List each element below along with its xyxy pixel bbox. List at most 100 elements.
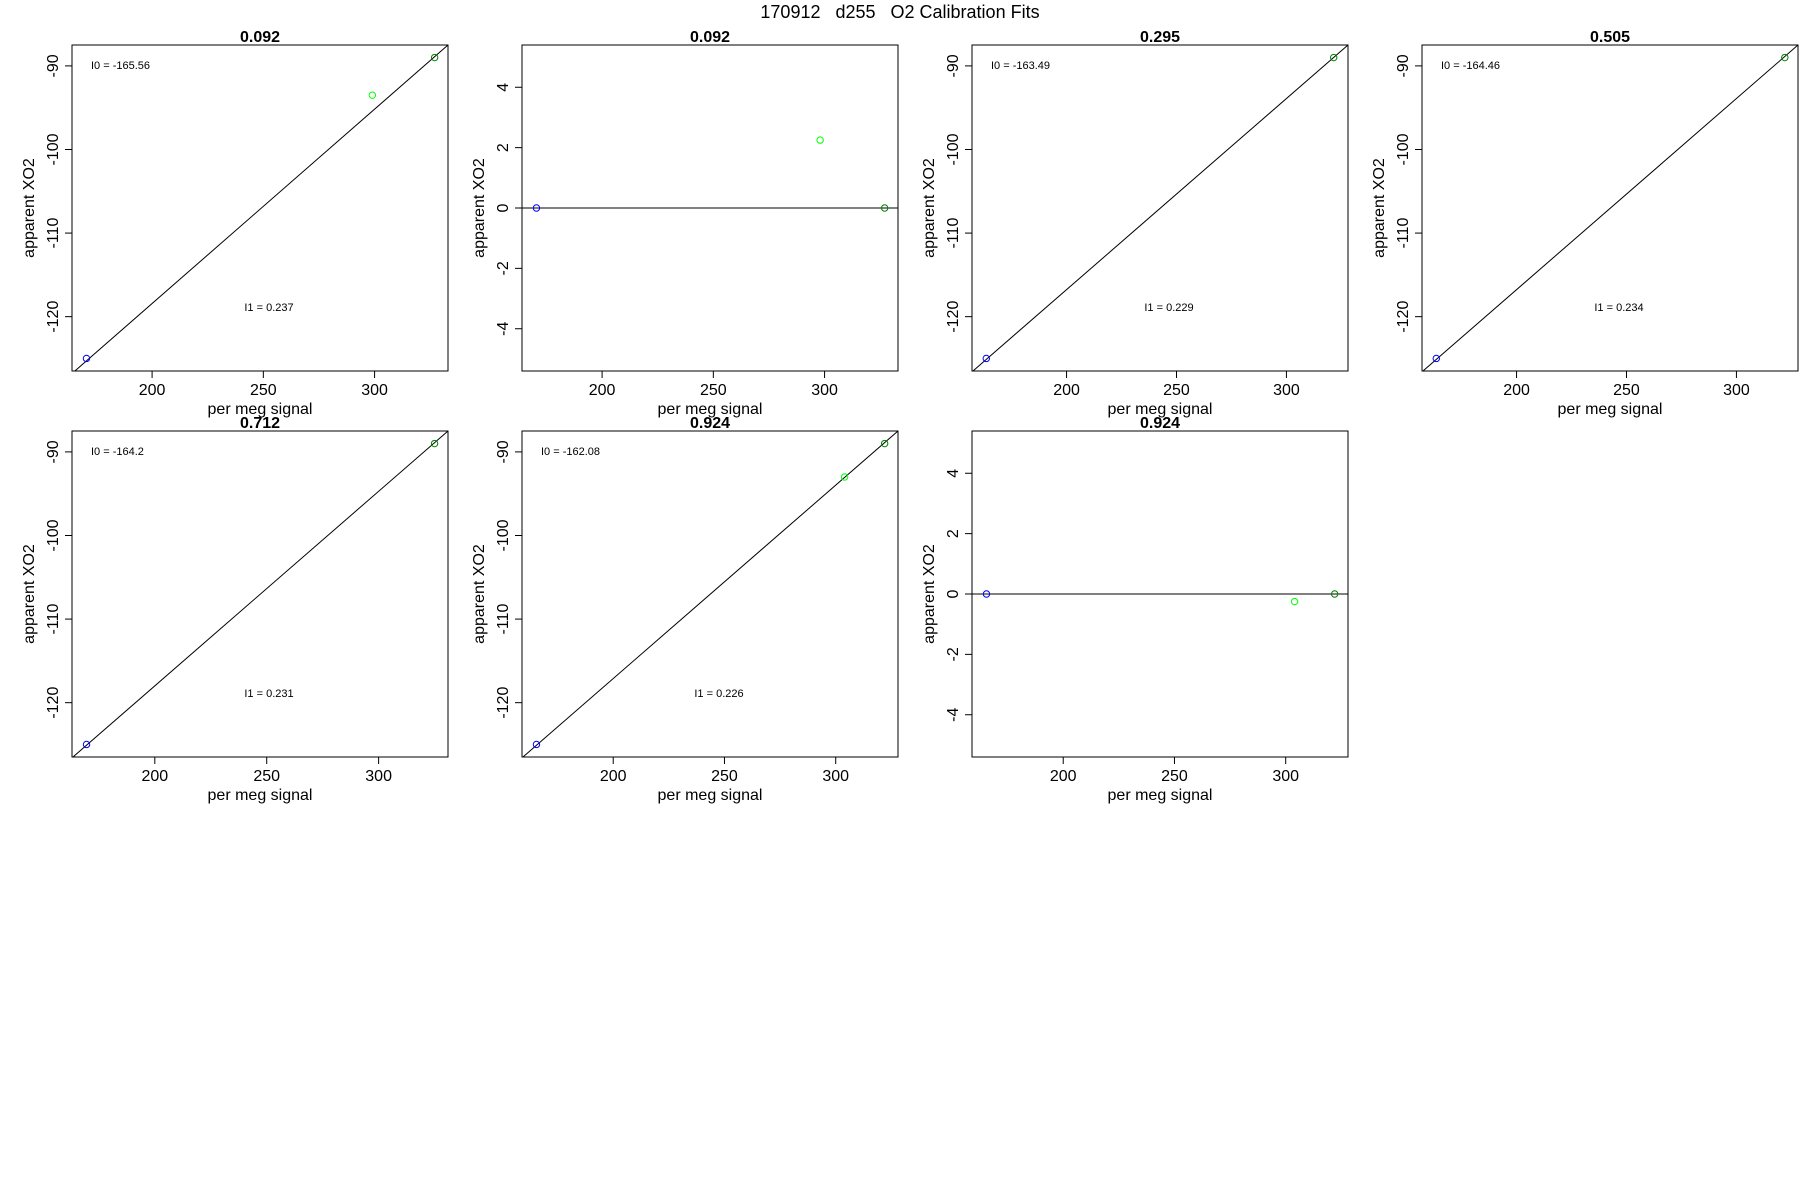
x-tick-label: 200 <box>600 768 627 785</box>
y-tick-label: 0 <box>495 203 512 212</box>
data-point <box>1781 53 1789 62</box>
x-axis-label: per meg signal <box>658 787 763 804</box>
data-point <box>430 439 439 448</box>
x-tick-label: 300 <box>822 768 849 785</box>
data-point <box>1330 53 1338 62</box>
data-point <box>1290 597 1299 606</box>
y-tick-label: -120 <box>495 687 512 719</box>
x-tick-label: 300 <box>1723 382 1750 399</box>
y-axis-label: apparent XO2 <box>1371 158 1388 258</box>
fit-line <box>74 44 449 372</box>
slope-label: I1 = 0.229 <box>1144 302 1193 314</box>
x-tick-label: 200 <box>141 768 168 785</box>
y-axis-label: apparent XO2 <box>21 158 38 258</box>
y-tick-label: -4 <box>945 708 962 722</box>
y-tick-label: -100 <box>45 133 62 165</box>
x-tick-label: 200 <box>139 382 166 399</box>
intercept-label: I0 = -162.08 <box>541 446 600 458</box>
slope-label: I1 = 0.231 <box>244 688 293 700</box>
y-tick-label: -100 <box>1395 133 1412 165</box>
y-tick-label: -110 <box>45 218 62 249</box>
plot-frame <box>71 430 449 758</box>
x-tick-label: 300 <box>1272 768 1299 785</box>
plot-title: 0.505 <box>1590 29 1630 46</box>
data-point <box>982 354 990 363</box>
x-tick-label: 200 <box>589 382 616 399</box>
plot-frame <box>1421 44 1799 372</box>
x-tick-label: 200 <box>1050 768 1077 785</box>
plot-frame <box>971 44 1349 372</box>
x-axis-label: per meg signal <box>1558 401 1663 418</box>
x-tick-label: 250 <box>711 768 738 785</box>
data-point <box>430 53 439 62</box>
y-tick-label: -2 <box>945 647 962 661</box>
fit-line <box>72 430 449 758</box>
data-point <box>532 740 541 749</box>
y-tick-label: -90 <box>945 54 962 77</box>
intercept-label: I0 = -164.46 <box>1441 60 1500 72</box>
y-axis-label: apparent XO2 <box>921 158 938 258</box>
x-tick-label: 200 <box>1053 382 1080 399</box>
data-point <box>368 91 377 99</box>
fit-line <box>972 44 1349 372</box>
y-axis-label: apparent XO2 <box>921 544 938 644</box>
y-tick-label: -110 <box>1395 218 1412 249</box>
intercept-label: I0 = -163.49 <box>991 60 1050 72</box>
x-axis-label: per meg signal <box>208 787 313 804</box>
x-axis-label: per meg signal <box>1108 787 1213 804</box>
x-tick-label: 250 <box>1163 382 1190 399</box>
y-tick-label: -90 <box>495 440 512 463</box>
plot-title: 0.924 <box>690 415 730 432</box>
plot-title: 0.712 <box>240 415 280 432</box>
x-tick-label: 300 <box>365 768 392 785</box>
y-tick-label: -90 <box>45 440 62 463</box>
intercept-label: I0 = -164.2 <box>91 446 144 458</box>
x-tick-label: 250 <box>1613 382 1640 399</box>
slope-label: I1 = 0.237 <box>244 302 293 314</box>
x-tick-label: 250 <box>1161 768 1188 785</box>
y-tick-label: -100 <box>945 133 962 165</box>
data-point <box>82 740 91 749</box>
y-tick-label: -110 <box>45 604 62 635</box>
x-tick-label: 200 <box>1503 382 1530 399</box>
x-tick-label: 300 <box>361 382 388 399</box>
y-tick-label: 2 <box>495 143 512 152</box>
data-point <box>1330 590 1339 598</box>
x-tick-label: 300 <box>811 382 838 399</box>
y-axis-label: apparent XO2 <box>471 158 488 258</box>
y-tick-label: -2 <box>495 261 512 275</box>
y-tick-label: -110 <box>945 218 962 249</box>
y-tick-label: 2 <box>945 529 962 538</box>
x-tick-label: 250 <box>250 382 277 399</box>
x-axis-label: per meg signal <box>208 401 313 418</box>
data-point <box>816 136 824 144</box>
y-tick-label: -120 <box>45 301 62 333</box>
x-axis-label: per meg signal <box>1108 401 1213 418</box>
x-tick-label: 250 <box>700 382 727 399</box>
slope-label: I1 = 0.226 <box>694 688 743 700</box>
data-point <box>532 204 541 212</box>
fit-line <box>1422 44 1799 372</box>
y-tick-label: -120 <box>1395 301 1412 333</box>
y-tick-label: -4 <box>495 322 512 336</box>
data-point <box>840 473 849 481</box>
data-point <box>880 204 889 212</box>
y-tick-label: 0 <box>945 589 962 598</box>
x-tick-label: 300 <box>1273 382 1300 399</box>
y-tick-label: -100 <box>495 519 512 551</box>
plot-frame <box>521 430 899 758</box>
intercept-label: I0 = -165.56 <box>91 60 150 72</box>
plot-title: 0.295 <box>1140 29 1180 46</box>
y-tick-label: -90 <box>1395 54 1412 77</box>
y-axis-label: apparent XO2 <box>21 544 38 644</box>
data-point <box>982 590 991 598</box>
y-tick-label: -90 <box>45 54 62 77</box>
fit-line <box>522 430 899 758</box>
y-tick-label: 4 <box>945 469 962 478</box>
plot-title: 0.924 <box>1140 415 1180 432</box>
plot-frame <box>71 44 449 372</box>
data-point <box>880 439 889 448</box>
y-axis-label: apparent XO2 <box>471 544 488 644</box>
y-tick-label: -100 <box>45 519 62 551</box>
y-tick-label: 4 <box>495 83 512 92</box>
